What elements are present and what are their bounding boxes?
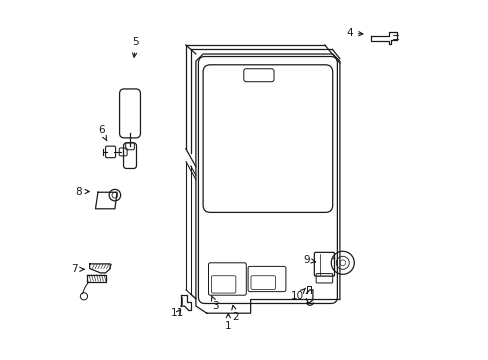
Text: 9: 9 <box>303 255 315 265</box>
Text: 7: 7 <box>71 264 84 274</box>
Text: 10: 10 <box>291 288 305 301</box>
Text: 8: 8 <box>76 186 89 197</box>
Text: 5: 5 <box>132 37 139 57</box>
Text: 4: 4 <box>346 28 362 38</box>
Text: 2: 2 <box>231 305 238 322</box>
Text: 11: 11 <box>171 308 184 318</box>
Text: 3: 3 <box>211 296 219 311</box>
Text: 1: 1 <box>224 314 231 331</box>
Text: 6: 6 <box>98 125 106 141</box>
